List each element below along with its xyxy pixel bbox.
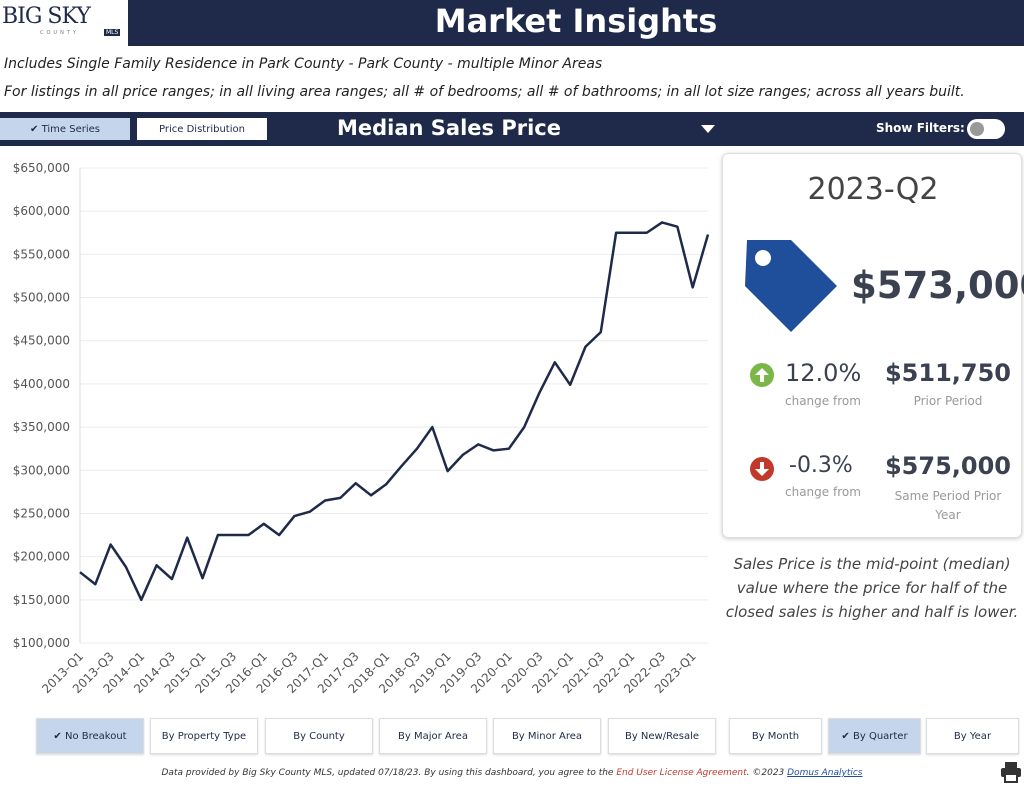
change: 12.0% bbox=[785, 359, 862, 387]
change-label: change from bbox=[785, 394, 861, 408]
page-title: Market Insights bbox=[434, 2, 718, 40]
logo: BIG SKY COUNTY MLS bbox=[0, 0, 128, 46]
amount: $575,000 bbox=[884, 452, 1011, 480]
subtitle: For listings in all price ranges; in all… bbox=[4, 84, 965, 100]
summary-card: 2023-Q2 $573,000 12.0% change from $511,… bbox=[722, 153, 1024, 538]
license-link[interactable]: End User License Agreement bbox=[616, 768, 747, 778]
footer-text: Data provided by Big Sky County MLS, upd… bbox=[161, 768, 614, 778]
y-tick-label: $550,000 bbox=[13, 247, 70, 261]
tab[interactable]: Price Distribution bbox=[137, 118, 267, 140]
y-tick-label: $300,000 bbox=[13, 463, 70, 477]
period: 2023-Q2 bbox=[807, 172, 939, 207]
breakout-button[interactable]: By County bbox=[265, 718, 373, 754]
y-tick-label: $650,000 bbox=[13, 161, 70, 175]
y-tick-label: $250,000 bbox=[13, 506, 70, 520]
note: Sales Price is the mid-point (median) va… bbox=[725, 555, 1019, 621]
subtitle: Includes Single Family Residence in Park… bbox=[4, 56, 603, 72]
metric-dropdown[interactable]: Median Sales Price bbox=[337, 116, 561, 140]
breakout-button[interactable]: By Major Area bbox=[379, 718, 487, 754]
logo-badge: MLS bbox=[104, 29, 121, 36]
breakout-button[interactable]: By Year bbox=[926, 718, 1019, 754]
down-icon bbox=[750, 457, 774, 481]
y-tick-label: $450,000 bbox=[13, 334, 70, 348]
dropdown-arrow bbox=[701, 125, 715, 133]
footer-text: . ©2023 bbox=[746, 768, 785, 778]
y-tick-label: $200,000 bbox=[13, 550, 70, 564]
button-label: No Breakout bbox=[64, 730, 127, 742]
breakout-button[interactable]: By Property Type bbox=[150, 718, 258, 754]
y-tick-label: $600,000 bbox=[13, 204, 70, 218]
line bbox=[79, 221, 710, 602]
button-label: By Major Area bbox=[398, 730, 468, 742]
y-tick-label: $150,000 bbox=[13, 593, 70, 607]
header bbox=[0, 0, 1024, 46]
tag-icon bbox=[745, 240, 837, 332]
breakout-button[interactable]: ✔ No Breakout bbox=[36, 718, 144, 754]
change: -0.3% bbox=[789, 453, 853, 478]
button-label: By Quarter bbox=[852, 730, 908, 742]
print-icon[interactable] bbox=[1000, 760, 1022, 784]
chart: $100,000 $150,000 $200,000 $250,000 $300,000… bbox=[13, 161, 710, 696]
amount-label: Same Period Prior Year bbox=[894, 489, 1002, 522]
logo-sub: COUNTY bbox=[40, 30, 79, 36]
breakout-button[interactable]: By Minor Area bbox=[493, 718, 601, 754]
y-tick-label: $400,000 bbox=[13, 377, 70, 391]
button-label: By Year bbox=[953, 730, 992, 742]
filter-toggle[interactable] bbox=[967, 119, 1005, 139]
tab-label: Price Distribution bbox=[159, 123, 245, 135]
button-label: By County bbox=[293, 730, 345, 742]
company-link[interactable]: Domus Analytics bbox=[787, 768, 863, 778]
breakout-button[interactable]: By New/Resale bbox=[608, 718, 716, 754]
footer: Data provided by Big Sky County MLS, upd… bbox=[0, 768, 1024, 778]
filters-label: Show Filters: bbox=[876, 121, 965, 135]
breakout-button[interactable]: ✔ By Quarter bbox=[828, 718, 921, 754]
button-label: By Minor Area bbox=[511, 730, 583, 742]
breakout-button[interactable]: By Month bbox=[729, 718, 822, 754]
y-tick-label: $100,000 bbox=[13, 636, 70, 650]
amount: $511,750 bbox=[884, 359, 1011, 387]
up-icon bbox=[750, 363, 774, 387]
logo-text: BIG SKY bbox=[2, 4, 91, 29]
y-tick-label: $500,000 bbox=[13, 291, 70, 305]
y-tick-label: $350,000 bbox=[13, 420, 70, 434]
tab-label: Time Series bbox=[41, 123, 100, 135]
current-value: $573,000 bbox=[851, 264, 1024, 307]
amount-label: Prior Period bbox=[913, 394, 983, 408]
tab[interactable]: ✔ Time Series bbox=[0, 118, 130, 140]
button-label: By Property Type bbox=[161, 730, 247, 742]
button-label: By Month bbox=[751, 730, 800, 742]
button-label: By New/Resale bbox=[624, 730, 700, 742]
change-label: change from bbox=[785, 485, 861, 499]
